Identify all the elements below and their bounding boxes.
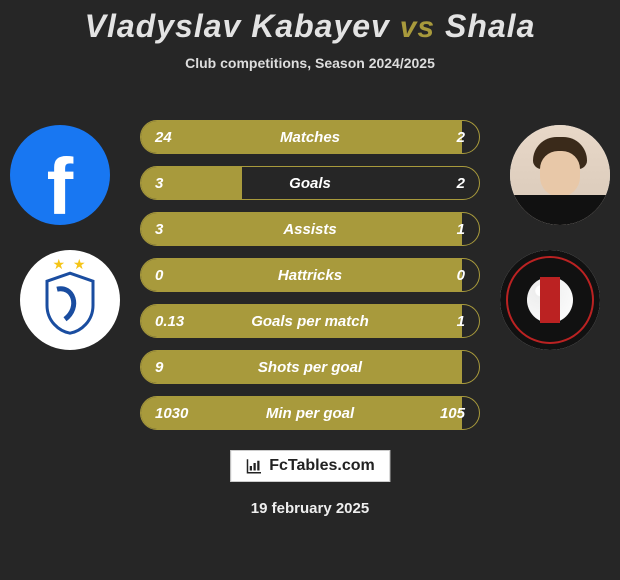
stat-row: 0Hattricks0 bbox=[140, 258, 480, 292]
brand-badge: FcTables.com bbox=[230, 450, 390, 482]
stat-row: 1030Min per goal105 bbox=[140, 396, 480, 430]
stat-right-value: 105 bbox=[440, 397, 465, 430]
player1-avatar: f bbox=[10, 125, 110, 225]
title-vs: vs bbox=[400, 11, 435, 44]
player1-club-crest: ★ ★ bbox=[20, 250, 120, 350]
stat-right-value: 2 bbox=[457, 167, 465, 200]
stat-row: 24Matches2 bbox=[140, 120, 480, 154]
stat-right-value: 0 bbox=[457, 259, 465, 292]
stat-label: Assists bbox=[141, 213, 479, 246]
facebook-icon: f bbox=[10, 125, 110, 225]
stat-rows: 24Matches2 3Goals2 3Assists1 0Hattricks0 0.1… bbox=[140, 120, 480, 442]
comparison-card: Vladyslav Kabayev vs Shala Club competit… bbox=[0, 0, 620, 580]
stat-right-value: 1 bbox=[457, 305, 465, 338]
stat-label: Matches bbox=[141, 121, 479, 154]
stat-label: Min per goal bbox=[141, 397, 479, 430]
stat-right-value: 1 bbox=[457, 213, 465, 246]
player2-avatar bbox=[510, 125, 610, 225]
subtitle: Club competitions, Season 2024/2025 bbox=[0, 55, 620, 71]
title-player2: Shala bbox=[445, 8, 535, 44]
page-title: Vladyslav Kabayev vs Shala bbox=[0, 0, 620, 45]
brand-text: FcTables.com bbox=[269, 457, 375, 475]
stat-row: 0.13Goals per match1 bbox=[140, 304, 480, 338]
stat-label: Hattricks bbox=[141, 259, 479, 292]
stat-row: 3Assists1 bbox=[140, 212, 480, 246]
shkendija-icon bbox=[500, 250, 600, 350]
dynamo-kyiv-icon: ★ ★ bbox=[20, 250, 120, 350]
title-player1: Vladyslav Kabayev bbox=[85, 8, 390, 44]
stat-right-value: 2 bbox=[457, 121, 465, 154]
stat-row: 3Goals2 bbox=[140, 166, 480, 200]
stat-label: Goals per match bbox=[141, 305, 479, 338]
stat-label: Shots per goal bbox=[141, 351, 479, 384]
stat-row: 9Shots per goal bbox=[140, 350, 480, 384]
date-text: 19 february 2025 bbox=[0, 500, 620, 517]
player2-club-crest bbox=[500, 250, 600, 350]
chart-icon bbox=[245, 457, 263, 475]
player-photo-icon bbox=[510, 125, 610, 225]
stat-label: Goals bbox=[141, 167, 479, 200]
